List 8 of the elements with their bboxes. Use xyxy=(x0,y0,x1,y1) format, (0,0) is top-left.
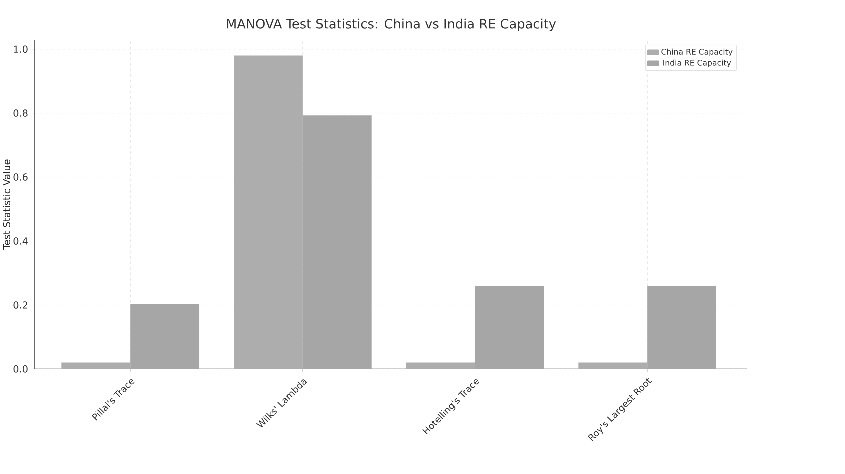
y-tick-label: 1.0 xyxy=(14,46,28,54)
y-axis-title: Test Statistic Value xyxy=(3,160,11,250)
y-tick-label: 0.6 xyxy=(14,174,28,182)
y-tick-label: 0.2 xyxy=(14,302,28,309)
y-tick-label: 0.8 xyxy=(14,110,28,118)
y-tick-label: 0.4 xyxy=(14,238,28,245)
chart-title: MANOVA Test Statistics: China vs India RE Capacity xyxy=(227,18,556,32)
y-tick-label: 0.0 xyxy=(14,366,28,373)
